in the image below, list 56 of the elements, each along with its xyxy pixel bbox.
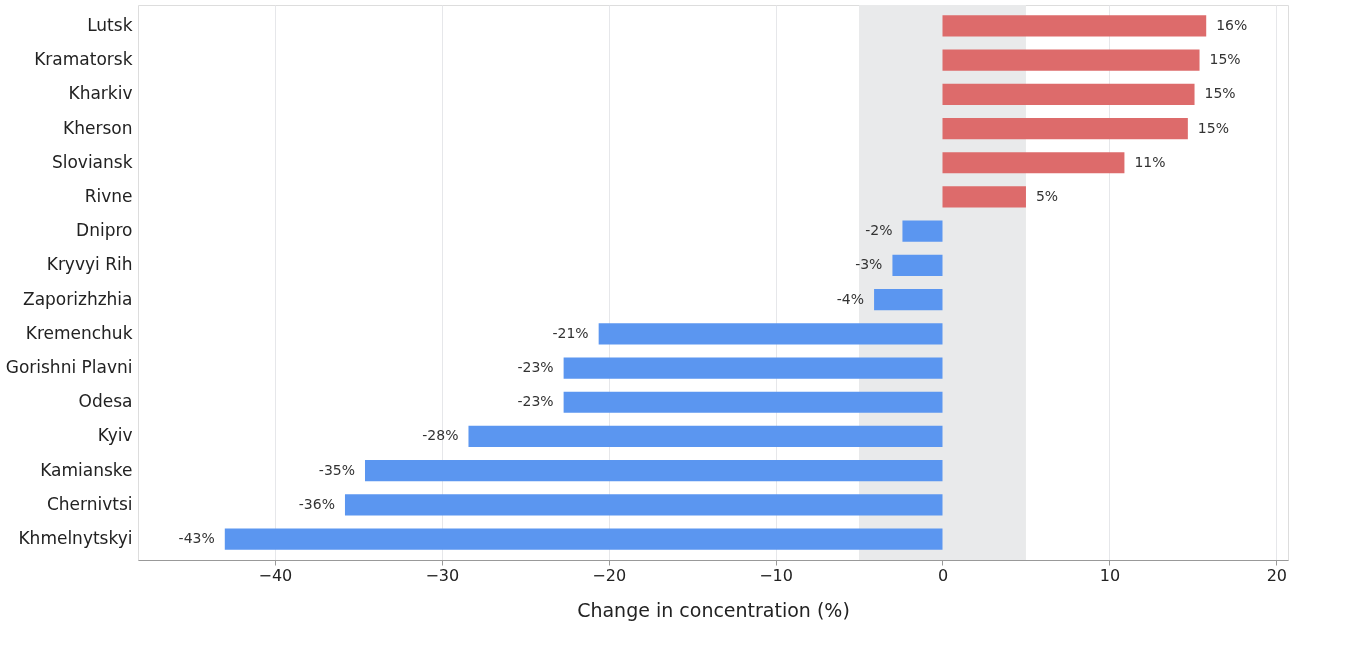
y-tick-label: Kherson	[63, 117, 133, 138]
data-label: -35%	[318, 461, 355, 478]
y-tick-label: Odesa	[78, 391, 133, 412]
bar	[942, 49, 1200, 71]
bar	[598, 323, 943, 345]
y-tick-label: Kryvyi Rih	[46, 254, 133, 275]
bar	[874, 289, 943, 311]
data-label: -2%	[865, 222, 893, 239]
y-tick-label: Chernivtsi	[46, 493, 133, 514]
y-tick-label: Kharkiv	[68, 83, 133, 104]
data-label: 16%	[1216, 16, 1248, 33]
bar	[365, 460, 943, 482]
bar	[344, 494, 943, 516]
bar	[942, 186, 1026, 208]
data-label: 15%	[1204, 85, 1236, 102]
data-label: -36%	[298, 495, 335, 512]
x-tick-label: −40	[258, 565, 293, 585]
y-tick-label: Kramatorsk	[34, 49, 133, 70]
y-tick-label: Kyiv	[97, 425, 133, 446]
y-tick-label: Kamianske	[40, 459, 133, 480]
y-tick-label: Lutsk	[87, 14, 133, 35]
y-tick-label: Gorishni Plavni	[5, 357, 133, 378]
y-tick-label: Zaporizhzhia	[22, 288, 133, 309]
data-label: -28%	[422, 427, 459, 444]
bar	[942, 15, 1207, 37]
y-tick-label: Khmelnytskyi	[18, 528, 133, 549]
data-label: -23%	[517, 393, 554, 410]
bar	[902, 220, 943, 242]
x-axis-title: Change in concentration (%)	[577, 598, 850, 621]
data-label: -23%	[517, 359, 554, 376]
data-label: -21%	[552, 324, 589, 341]
x-tick-label: −30	[425, 565, 460, 585]
x-tick-label: −10	[759, 565, 793, 585]
data-label: 11%	[1134, 153, 1166, 170]
bar	[892, 254, 943, 276]
y-tick-label: Kremenchuk	[25, 322, 133, 343]
y-tick-label: Rivne	[84, 185, 133, 206]
y-tick-label: Dnipro	[76, 220, 133, 241]
x-tick-label: 20	[1266, 565, 1287, 585]
bar	[942, 117, 1188, 140]
bar	[468, 425, 943, 448]
bar	[942, 83, 1195, 105]
x-tick-label: 10	[1099, 565, 1121, 585]
data-label: -43%	[178, 530, 215, 547]
bar	[224, 528, 943, 550]
x-tick-label: −20	[592, 565, 627, 585]
data-label: 15%	[1197, 119, 1229, 136]
data-label: 15%	[1209, 51, 1241, 68]
bar	[563, 391, 943, 413]
bar	[942, 152, 1125, 174]
x-tick-label: 0	[937, 565, 949, 585]
data-label: 5%	[1035, 187, 1059, 204]
y-tick-label: Sloviansk	[51, 151, 133, 172]
data-label: -4%	[836, 290, 865, 307]
data-label: -3%	[855, 256, 883, 273]
bar	[563, 357, 943, 379]
